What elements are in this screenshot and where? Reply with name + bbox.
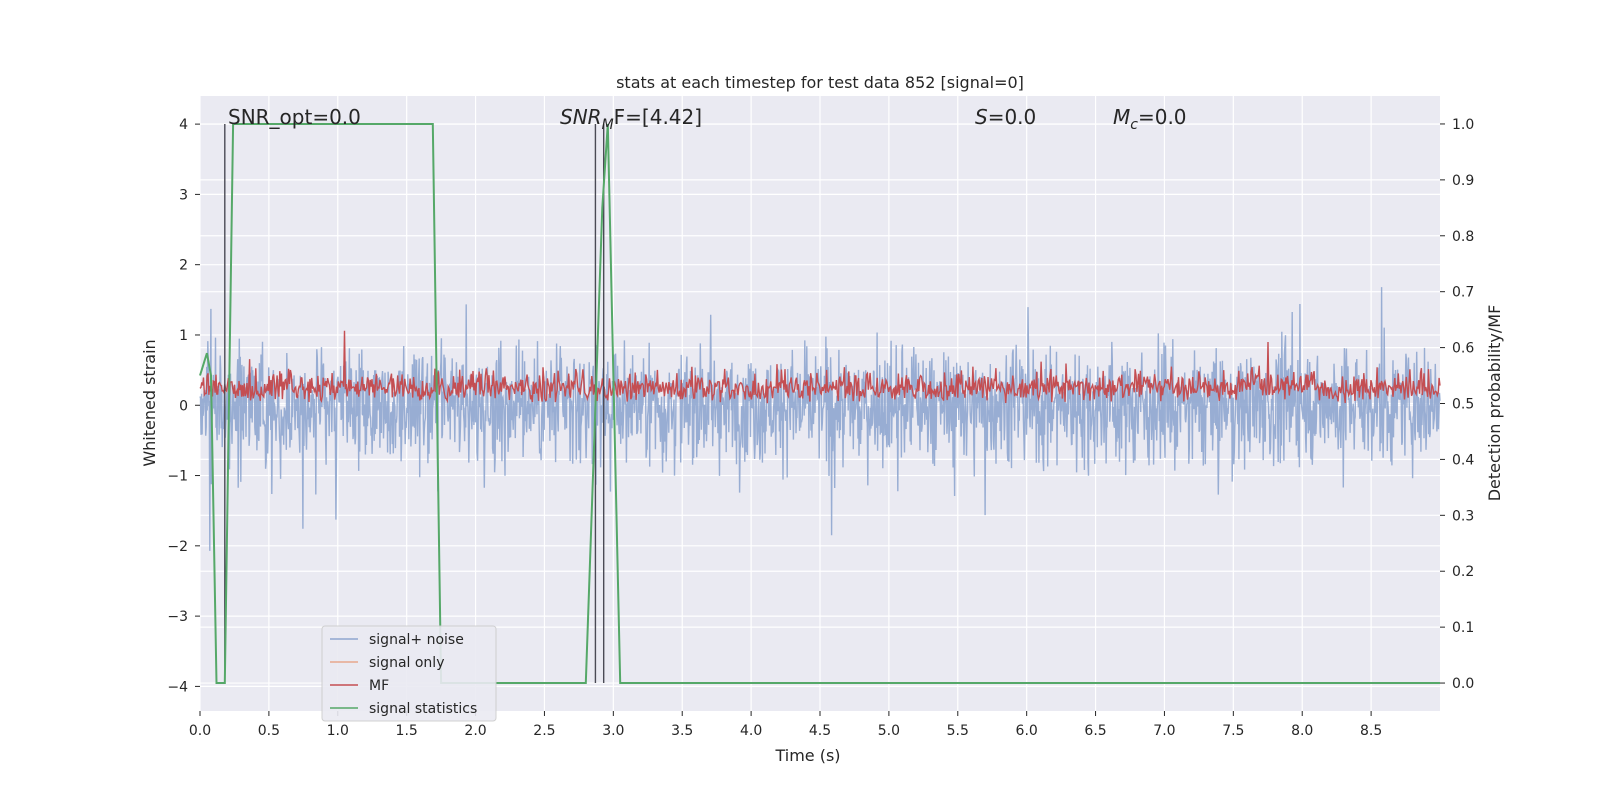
legend-label-signal-noise: signal+ noise — [369, 632, 464, 648]
y-tick-label-5: −1 — [167, 469, 188, 485]
legend-box — [321, 625, 497, 722]
annotation-mc-sub: c — [1130, 117, 1138, 133]
x-axis-label: Time (s) — [774, 746, 840, 765]
y2-tick-label-4: 0.6 — [1452, 341, 1474, 357]
annotation-mc-main: M — [1113, 105, 1130, 129]
x-tick-label-17: 8.5 — [1360, 723, 1382, 739]
y-tick-label-6: −2 — [167, 539, 188, 555]
y2-tick-label-2: 0.8 — [1452, 229, 1474, 245]
y2-axis-ticks: 1.0 0.9 0.8 0.7 0.6 0.5 0.4 0.3 0.2 0.1 0.0 — [1440, 117, 1474, 692]
annotation-snr-mf-rest: F=[4.42] — [614, 105, 702, 129]
mf-series — [199, 330, 1441, 404]
y-tick-label-7: −3 — [167, 609, 188, 625]
signal-statistics-line — [199, 123, 1440, 684]
x-tick-label-2: 1.0 — [327, 723, 349, 739]
x-tick-label-16: 8.0 — [1291, 723, 1313, 739]
y2-tick-label-5: 0.5 — [1452, 397, 1474, 413]
annotation-s-rest: =0.0 — [988, 105, 1037, 129]
x-tick-label-11: 5.5 — [947, 723, 969, 739]
y2-tick-label-7: 0.3 — [1452, 508, 1474, 524]
x-tick-label-8: 4.0 — [740, 723, 762, 739]
annotation-s: S=0.0 — [975, 105, 1036, 129]
x-tick-label-9: 4.5 — [809, 723, 831, 739]
y-tick-label-4: 0 — [179, 398, 188, 414]
annotation-snr-mf-sub: M — [602, 117, 614, 133]
legend-label-signal-statistics: signal statistics — [369, 701, 477, 717]
x-tick-label-4: 2.0 — [464, 723, 486, 739]
legend-label-mf: MF — [369, 678, 389, 694]
x-tick-label-15: 7.5 — [1222, 723, 1244, 739]
y2-tick-label-10: 0.0 — [1452, 676, 1474, 692]
x-tick-label-1: 0.5 — [258, 723, 280, 739]
y2-tick-label-3: 0.7 — [1452, 285, 1474, 301]
legend: signal+ noise signal only MF signal stat… — [321, 625, 497, 722]
y-tick-label-3: 1 — [179, 328, 188, 344]
x-tick-label-13: 6.5 — [1084, 723, 1106, 739]
y-tick-label-8: −4 — [167, 679, 188, 695]
annotation-snr-mf-main: SNR — [560, 105, 602, 129]
x-axis-ticks: 0.0 0.5 1.0 1.5 2.0 2.5 3.0 3.5 4.0 4.5 5.0 5.5 6.0 6… — [189, 711, 1382, 739]
annotation-snr-mf: SNRMF=[4.42] — [560, 105, 702, 133]
annotation-snr-opt: SNR_opt=0.0 — [228, 105, 361, 129]
x-tick-label-10: 5.0 — [878, 723, 900, 739]
y-tick-label-2: 2 — [179, 258, 188, 274]
x-tick-label-6: 3.0 — [602, 723, 624, 739]
annotation-mc: Mc=0.0 — [1113, 105, 1187, 133]
x-tick-label-5: 2.5 — [533, 723, 555, 739]
mf-line — [199, 330, 1441, 404]
annotation-mc-rest: =0.0 — [1138, 105, 1187, 129]
annotation-s-main: S — [975, 105, 988, 129]
x-tick-label-14: 7.0 — [1153, 723, 1175, 739]
y2-axis-label: Detection probability/MF — [1485, 305, 1504, 502]
signal-statistics-series — [199, 123, 1440, 684]
x-tick-label-0: 0.0 — [189, 723, 211, 739]
y2-tick-label-6: 0.4 — [1452, 452, 1474, 468]
legend-label-signal-only: signal only — [369, 655, 444, 671]
y-axis-ticks: 4 3 2 1 0 −1 −2 −3 −4 — [167, 117, 200, 695]
y-tick-label-0: 4 — [179, 117, 188, 133]
y-tick-label-1: 3 — [179, 187, 188, 203]
y2-tick-label-8: 0.2 — [1452, 564, 1474, 580]
x-tick-label-3: 1.5 — [396, 723, 418, 739]
y-axis-label: Whitened strain — [140, 339, 159, 466]
y2-tick-label-0: 1.0 — [1452, 117, 1474, 133]
y2-tick-label-9: 0.1 — [1452, 620, 1474, 636]
chart-title: stats at each timestep for test data 852… — [616, 73, 1024, 92]
y2-tick-label-1: 0.9 — [1452, 173, 1474, 189]
x-tick-label-7: 3.5 — [671, 723, 693, 739]
x-tick-label-12: 6.0 — [1016, 723, 1038, 739]
